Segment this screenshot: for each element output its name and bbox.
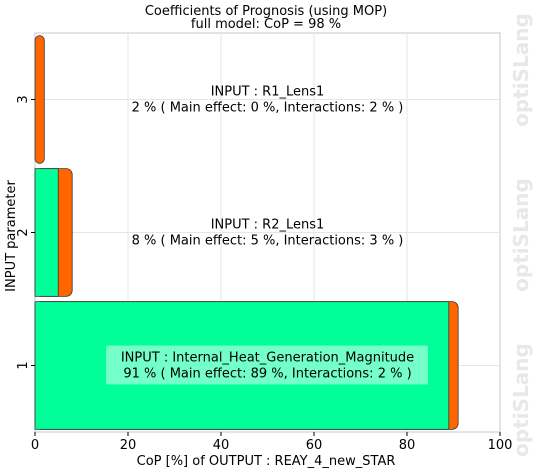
annotation-values-2: 8 % ( Main effect: 5 %, Interactions: 3 … xyxy=(132,234,404,249)
watermark-group: optiSLang optiSLang optiSLang xyxy=(509,13,533,457)
y-tick-label: 2 xyxy=(16,228,31,236)
chart-title: Coefficients of Prognosis (using MOP) xyxy=(145,4,387,19)
x-tick-label: 80 xyxy=(399,438,416,453)
annotation-values-1: 91 % ( Main effect: 89 %, Interactions: … xyxy=(123,367,411,382)
y-axis-label: INPUT parameter xyxy=(4,180,19,292)
annotations-group: INPUT : Internal_Heat_Generation_Magnitu… xyxy=(106,85,428,385)
bar-interactions-3 xyxy=(34,35,45,164)
x-axis-ticks: 0 20 40 60 80 100 xyxy=(31,432,513,453)
x-axis-label: CoP [%] of OUTPUT : REAY_4_new_STAR xyxy=(137,454,396,469)
x-tick-label: 20 xyxy=(120,438,137,453)
bar-main-effect-2 xyxy=(34,168,59,297)
y-tick-label: 1 xyxy=(16,361,31,369)
bars-group xyxy=(34,35,459,430)
annotation-title-1: INPUT : Internal_Heat_Generation_Magnitu… xyxy=(121,351,414,366)
y-tick-label: 3 xyxy=(16,95,31,103)
x-tick-label: 60 xyxy=(306,438,323,453)
x-tick-label: 100 xyxy=(488,438,513,453)
chart-subtitle: full model: CoP = 98 % xyxy=(191,17,341,32)
x-tick-label: 0 xyxy=(31,438,39,453)
watermark-text: optiSLang xyxy=(509,178,533,292)
annotation-title-3: INPUT : R1_Lens1 xyxy=(211,85,325,100)
bar-main-effect-1 xyxy=(34,301,450,430)
y-axis-ticks: 1 2 3 xyxy=(16,95,35,370)
x-tick-label: 40 xyxy=(213,438,230,453)
annotation-values-3: 2 % ( Main effect: 0 %, Interactions: 2 … xyxy=(132,101,404,116)
annotation-highlight-1 xyxy=(106,345,428,385)
watermark-text: optiSLang xyxy=(509,13,533,127)
annotation-title-2: INPUT : R2_Lens1 xyxy=(211,218,325,233)
watermark-text: optiSLang xyxy=(509,343,533,457)
